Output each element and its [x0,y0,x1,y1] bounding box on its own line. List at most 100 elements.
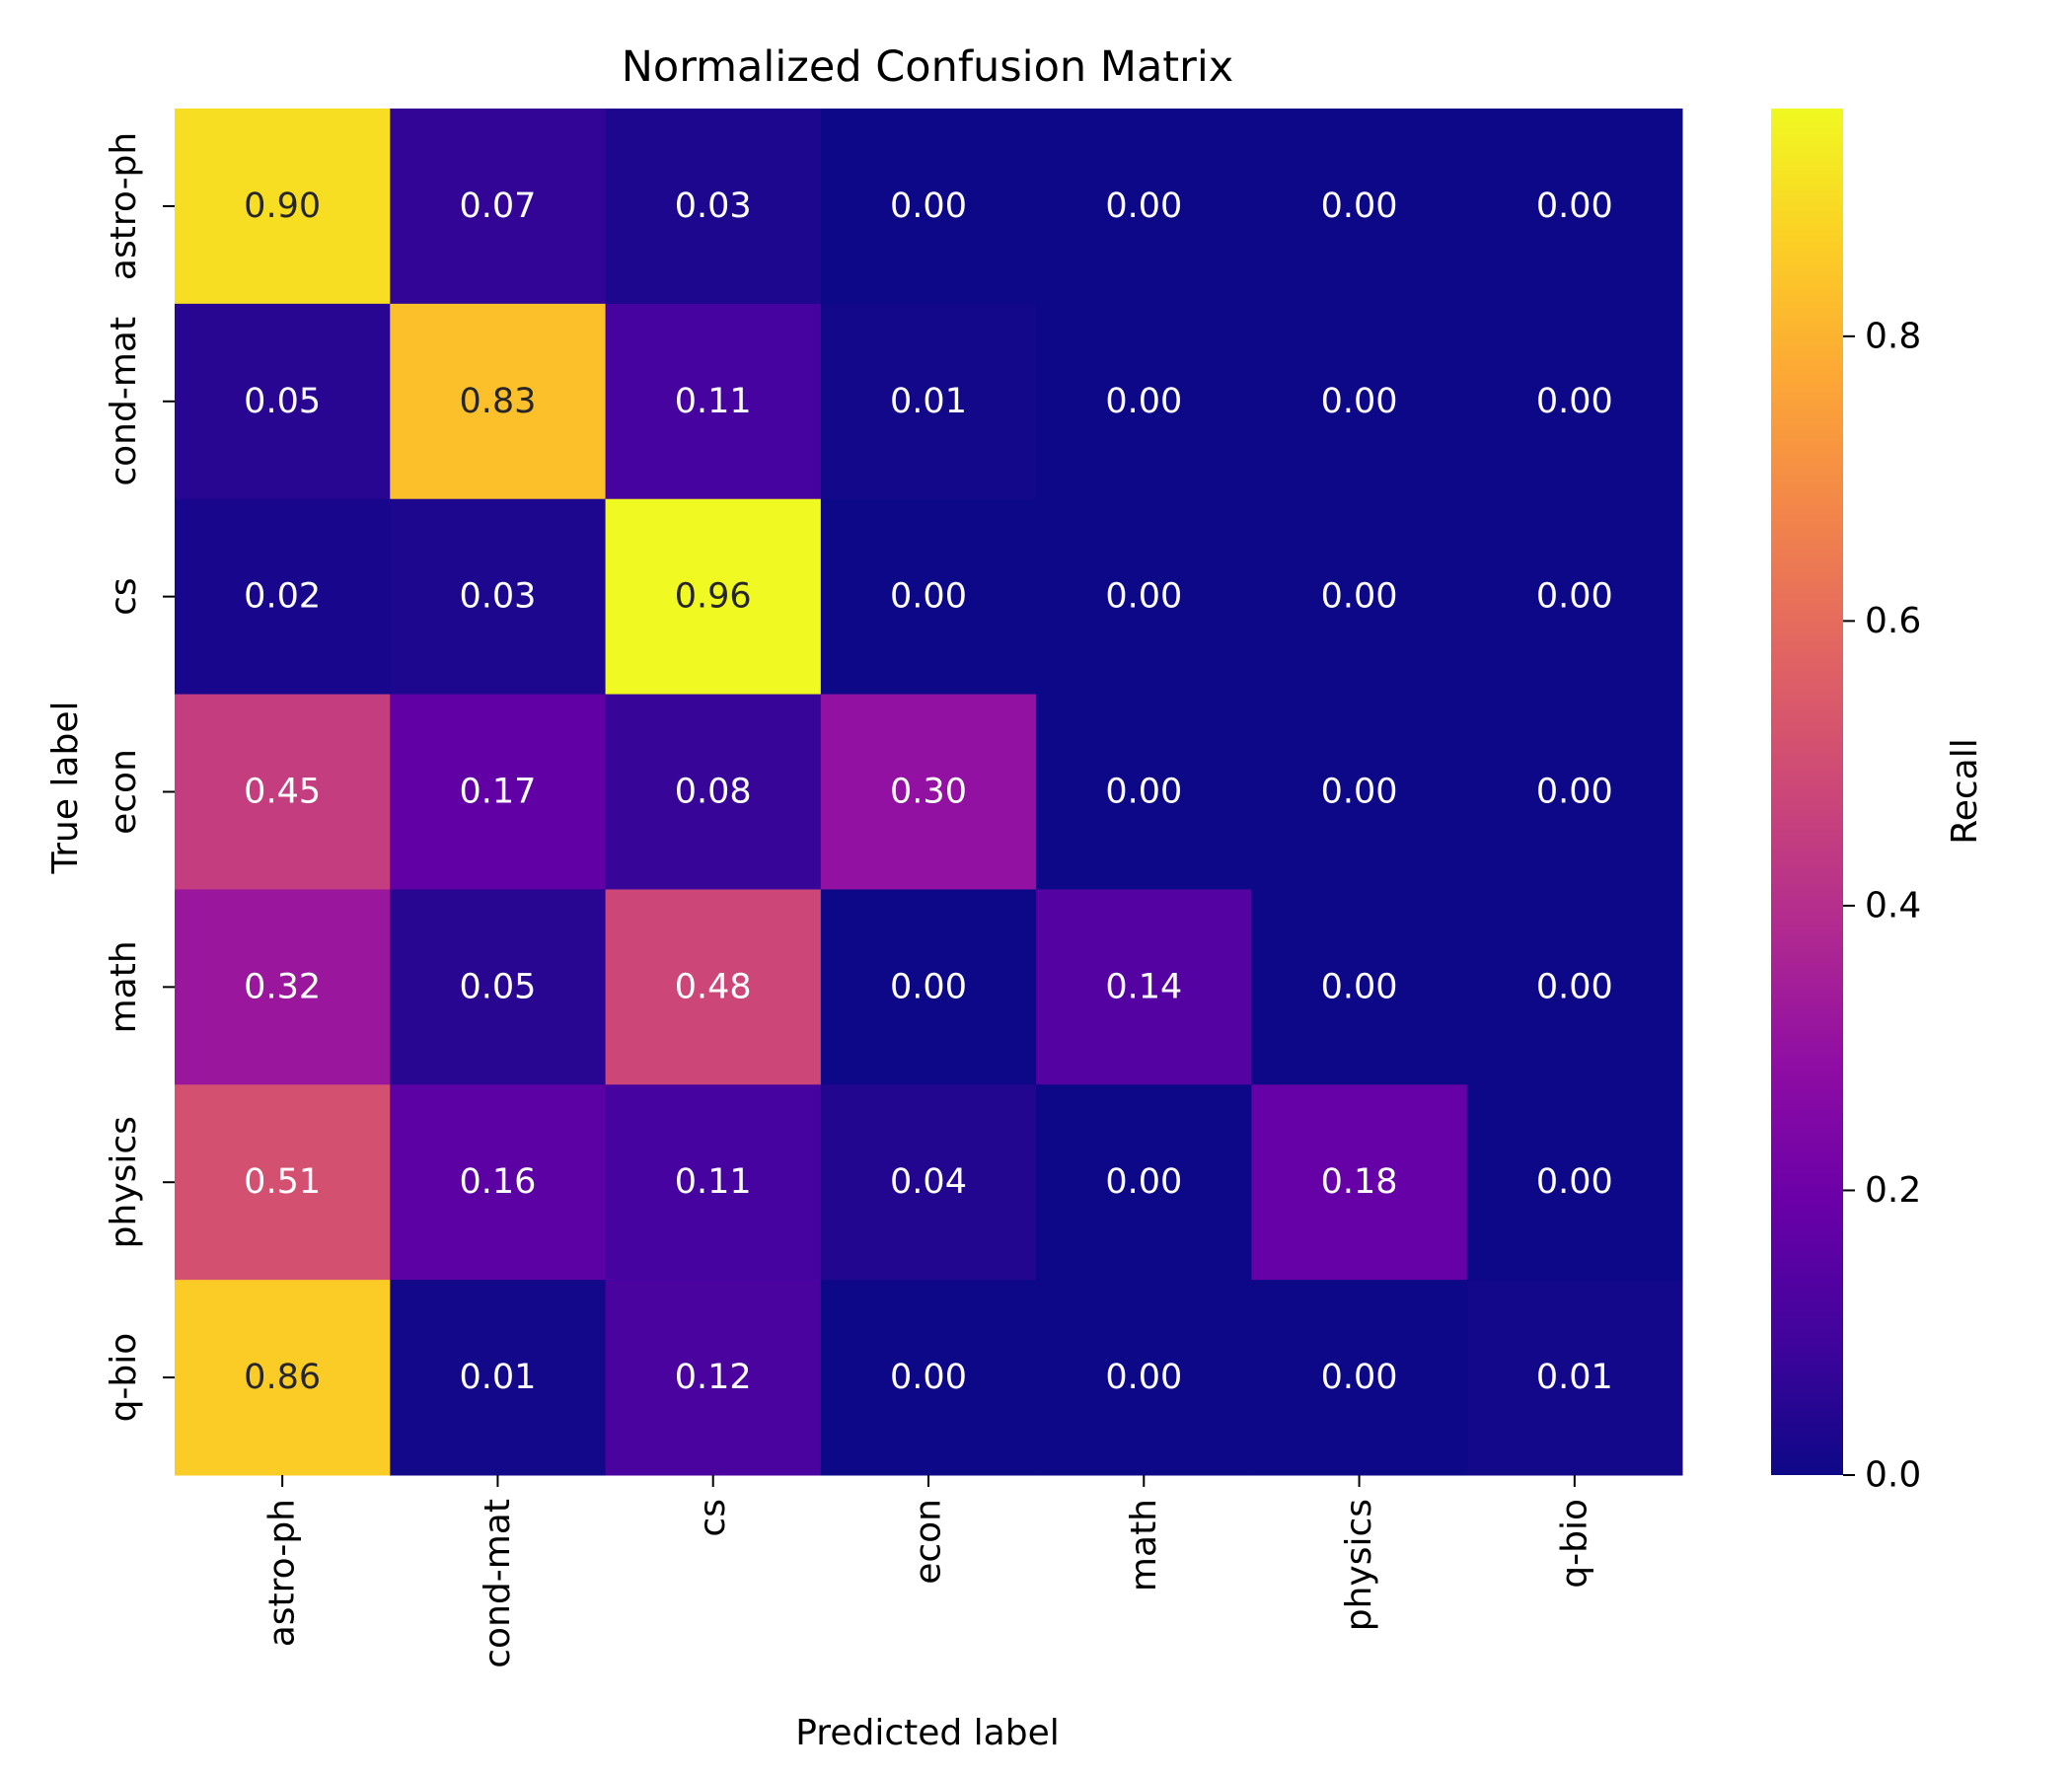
heatmap-cell [390,889,607,1085]
colorbar-gradient [1771,109,1843,1475]
cell-value-label: 0.12 [675,1358,752,1397]
heatmap-cell [820,889,1037,1085]
colorbar-tick-label: 0.8 [1865,316,1921,356]
heatmap-cell [1036,303,1252,500]
cell-value-label: 0.86 [244,1358,321,1397]
heatmap-cell [1466,303,1683,500]
heatmap-cell [605,1280,822,1476]
x-tick-label: econ [909,1499,949,1585]
cell-value-label: 0.17 [459,773,536,812]
heatmap-cell [390,694,607,890]
heatmap-cell [1251,1084,1468,1281]
heatmap-cell [175,1084,391,1281]
y-tick-label: cs [104,577,144,616]
heatmap-cell [1036,1084,1252,1281]
cell-value-label: 0.04 [890,1162,967,1202]
heatmap-cell [390,1084,607,1281]
cell-value-label: 0.01 [1536,1358,1613,1397]
heatmap-cell [175,694,391,890]
cell-value-label: 0.00 [1105,577,1182,617]
y-tick-label: q-bio [104,1333,144,1423]
cell-value-label: 0.05 [459,967,536,1006]
cell-value-label: 0.18 [1321,1162,1398,1202]
cell-value-label: 0.00 [1105,1162,1182,1202]
heatmap-cell [1251,109,1468,305]
cell-value-label: 0.00 [1536,382,1613,421]
heatmap-cell-labels: 0.90 0.07 0.03 0.00 0.00 0.00 0.00 0.05 0.83 0.11… [244,186,1613,1397]
colorbar-tick-label: 0.4 [1865,885,1921,925]
cell-value-label: 0.07 [459,186,536,226]
x-tick-label: q-bio [1554,1499,1594,1589]
heatmap-cell [1251,694,1468,890]
heatmap-cell [390,303,607,500]
cell-value-label: 0.83 [459,382,536,421]
y-tick-label: physics [104,1116,144,1248]
y-axis: astro-ph cond-mat cs econ math physics q-bio [104,132,175,1423]
cell-value-label: 0.11 [675,1162,752,1202]
cell-value-label: 0.03 [459,577,536,617]
cell-value-label: 0.00 [890,577,967,617]
cell-value-label: 0.00 [1105,382,1182,421]
x-tick-label: physics [1339,1499,1379,1631]
cell-value-label: 0.00 [890,186,967,226]
cell-value-label: 0.02 [244,577,321,617]
cell-value-label: 0.00 [1105,1358,1182,1397]
colorbar-label: Recall [1945,738,1985,844]
cell-value-label: 0.00 [1536,186,1613,226]
cell-value-label: 0.05 [244,382,321,421]
cell-value-label: 0.45 [244,773,321,812]
cell-value-label: 0.00 [890,1358,967,1397]
cell-value-label: 0.00 [1321,967,1398,1006]
x-tick-label: astro-ph [262,1499,303,1647]
cell-value-label: 0.96 [675,577,752,617]
cell-value-label: 0.08 [675,773,752,812]
x-tick-label: cond-mat [478,1499,518,1668]
heatmap-cell [605,109,822,305]
y-tick-label: math [104,940,144,1033]
heatmap-cell [1466,694,1683,890]
chart-title: Normalized Confusion Matrix [622,42,1233,92]
heatmap-cell [605,498,822,696]
heatmap-cell [605,303,822,500]
cell-value-label: 0.48 [675,967,752,1006]
cell-value-label: 0.00 [1105,773,1182,812]
heatmap-cell [1466,889,1683,1085]
cell-value-label: 0.90 [244,186,321,226]
heatmap-cell [175,303,391,500]
cell-value-label: 0.11 [675,382,752,421]
x-tick-label: cs [693,1499,733,1537]
cell-value-label: 0.00 [1321,1358,1398,1397]
heatmap-cell [390,1280,607,1476]
x-axis: astro-ph cond-mat cs econ math physics q-bio [262,1475,1594,1668]
heatmap-cell [820,1084,1037,1281]
colorbar: 0.0 0.2 0.4 0.6 0.8 [1771,109,1921,1496]
heatmap-cell [175,889,391,1085]
colorbar-tick-label: 0.2 [1865,1170,1921,1211]
cell-value-label: 0.16 [459,1162,536,1202]
heatmap-cell [1466,1084,1683,1281]
heatmap-cell [390,109,607,305]
cell-value-label: 0.32 [244,967,321,1006]
heatmap-cell [820,1280,1037,1476]
x-tick-label: math [1124,1499,1164,1591]
heatmap-cell [1251,1280,1468,1476]
heatmap-cell [1036,694,1252,890]
heatmap-cells [175,109,1683,1476]
heatmap-cell [1466,1280,1683,1476]
cell-value-label: 0.51 [244,1162,321,1202]
heatmap-cell [605,889,822,1085]
heatmap-cell [1036,1280,1252,1476]
heatmap-cell [820,303,1037,500]
y-axis-label: True label [45,702,86,875]
cell-value-label: 0.00 [1536,1162,1613,1202]
heatmap-cell [820,498,1037,696]
y-tick-label: astro-ph [104,132,144,280]
heatmap-cell [820,109,1037,305]
colorbar-tick-label: 0.6 [1865,601,1921,641]
heatmap-cell [1036,109,1252,305]
heatmap-cell [1466,498,1683,696]
heatmap-cell [605,1084,822,1281]
cell-value-label: 0.00 [1321,382,1398,421]
cell-value-label: 0.30 [890,773,967,812]
